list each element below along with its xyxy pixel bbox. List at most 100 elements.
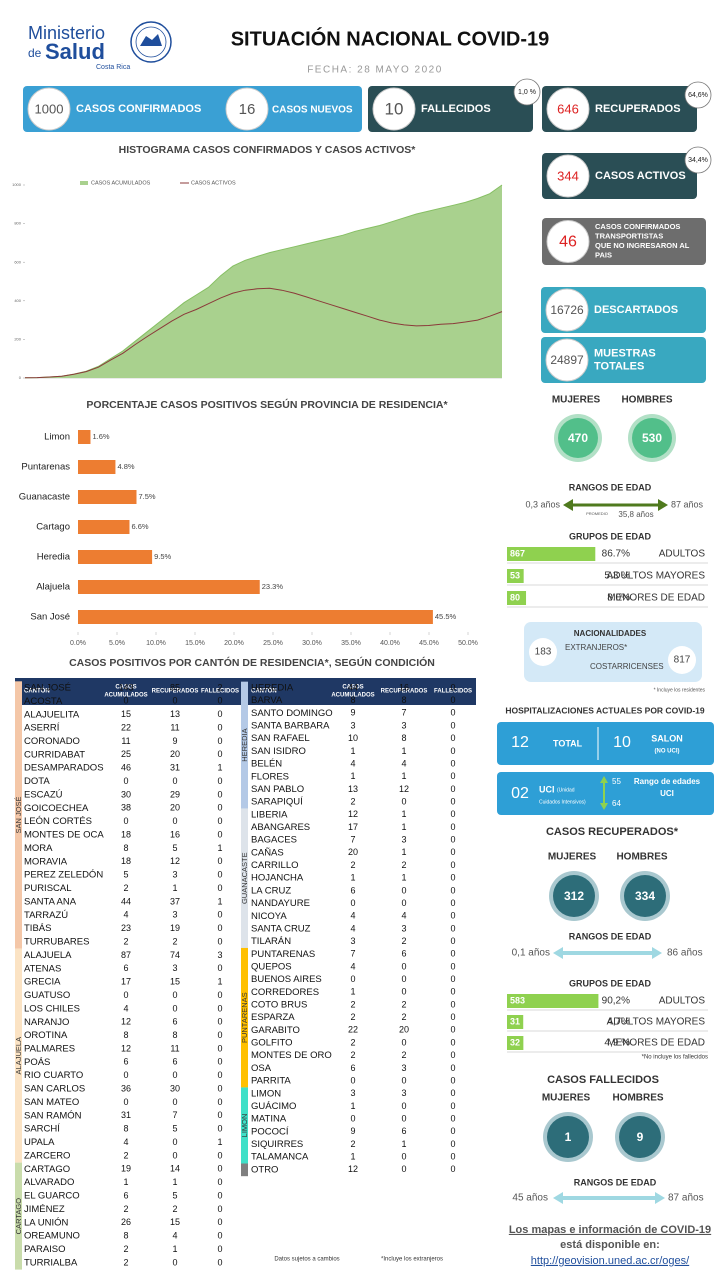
cell-value: 4 [123, 1003, 128, 1013]
canton-name: OREAMUNO [24, 1231, 80, 1242]
cell-value: 3 [350, 1088, 355, 1098]
canton-name: GARABITO [251, 1025, 300, 1036]
cell-value: 6 [123, 963, 128, 973]
cell-value: 0 [450, 898, 455, 908]
cell-value: 1 [350, 771, 355, 781]
cell-value: 2 [123, 1204, 128, 1214]
cell-value: 3 [350, 936, 355, 946]
cell-value: 0 [123, 696, 128, 706]
age-range: 86 años [667, 948, 703, 959]
canton-name: LA CRUZ [251, 885, 291, 896]
cell-value: 0 [401, 1075, 406, 1085]
value: 16726 [550, 303, 584, 317]
card-label: TRANSPORTISTAS [595, 232, 663, 241]
cell-value: 0 [450, 682, 455, 692]
legend-swatch [80, 181, 88, 185]
canton-name: LOS CHILES [24, 1003, 80, 1014]
hosp-label: TOTAL [553, 738, 583, 748]
canton-name: MONTES DE ORO [251, 1050, 332, 1061]
canton-name: SAN CARLOS [24, 1084, 85, 1095]
hosp-note: (Unidad [557, 787, 575, 793]
canton-name: ALAJUELITA [24, 709, 80, 720]
cell-value: 2 [350, 999, 355, 1009]
canton-name: QUEPOS [251, 961, 292, 972]
cell-value: 8 [123, 1231, 128, 1241]
column-header: CANTÓN [251, 687, 277, 695]
canton-name: TURRIALBA [24, 1257, 78, 1268]
cell-value: 5 [172, 843, 177, 853]
y-tick-label: 400 [14, 298, 21, 303]
cell-value: 0 [450, 822, 455, 832]
hosp-label: SALON [651, 733, 683, 743]
y-tick-label: 0 [19, 375, 22, 380]
age-pct: 90,2% [602, 996, 630, 1007]
section-title: RANGOS DE EDAD [569, 931, 652, 941]
canton-name: NICOYA [251, 911, 287, 922]
cell-value: 13 [348, 784, 358, 794]
bar [78, 520, 130, 534]
cell-value: 3 [401, 720, 406, 730]
cell-value: 0 [172, 816, 177, 826]
cell-value: 8 [401, 733, 406, 743]
arrow-head [655, 1192, 665, 1204]
cell-value: 12 [399, 784, 409, 794]
value-label: 4.8% [117, 462, 134, 471]
section-title: NACIONALIDADES [574, 629, 647, 638]
column-header: ACUMULADOS [104, 693, 147, 699]
ring-value: 334 [635, 889, 655, 903]
age-bar [507, 1036, 524, 1050]
value: 817 [674, 655, 691, 666]
cell-value: 3 [401, 923, 406, 933]
canton-name: SAN ISIDRO [251, 746, 306, 757]
cell-value: 8 [172, 1030, 177, 1040]
logo-seal-map [140, 34, 162, 46]
cell-value: 0 [450, 708, 455, 718]
value-circle [225, 87, 269, 131]
canton-name: BAGACES [251, 835, 297, 846]
cell-value: 0 [217, 1083, 222, 1093]
cell-value: 0 [450, 1164, 455, 1174]
cell-value: 0 [401, 796, 406, 806]
cell-value: 26 [121, 1217, 131, 1227]
group-label: PUNTARENAS [240, 992, 249, 1043]
cell-value: 2 [401, 999, 406, 1009]
cell-value: 9 [172, 736, 177, 746]
cell-value: 0 [217, 1057, 222, 1067]
cell-value: 44 [121, 896, 131, 906]
ring-core [558, 418, 598, 458]
cell-value: 11 [170, 722, 179, 732]
cell-value: 0 [450, 758, 455, 768]
cell-value: 0 [217, 736, 222, 746]
cell-value: 0 [217, 696, 222, 706]
cell-value: 11 [170, 1043, 179, 1053]
canton-name: NANDAYURE [251, 898, 310, 909]
area-fill [25, 185, 502, 378]
cell-value: 13 [170, 709, 180, 719]
cell-value: 0 [217, 923, 222, 933]
pct: 34,4% [688, 157, 708, 164]
cell-value: 1 [172, 1244, 177, 1254]
canton-name: SAN PABLO [251, 784, 304, 795]
cell-value: 0 [401, 974, 406, 984]
cell-value: 4 [123, 1137, 128, 1147]
cell-value: 15 [170, 977, 180, 987]
cell-value: 0 [172, 1097, 177, 1107]
hosp-note: Cuidados Intensivos) [539, 799, 586, 805]
cell-value: 1 [172, 883, 177, 893]
logo-text: Costa Rica [96, 64, 130, 71]
arrow-head [563, 499, 573, 511]
cell-value: 0 [217, 1070, 222, 1080]
cell-value: 0 [217, 883, 222, 893]
cell-value: 0 [217, 789, 222, 799]
cell-value: 9 [350, 708, 355, 718]
cell-value: 0 [450, 885, 455, 895]
pct-bubble [513, 78, 541, 106]
canton-name: OTRO [251, 1164, 278, 1175]
arrow-head [652, 947, 662, 959]
gender-label: HOMBRES [612, 1093, 663, 1104]
cell-value: 4 [401, 911, 406, 921]
canton-name: ALAJUELA [24, 950, 72, 961]
cell-value: 0 [450, 695, 455, 705]
section-title: CASOS FALLECIDOS [547, 1074, 659, 1086]
cell-value: 1 [401, 847, 406, 857]
